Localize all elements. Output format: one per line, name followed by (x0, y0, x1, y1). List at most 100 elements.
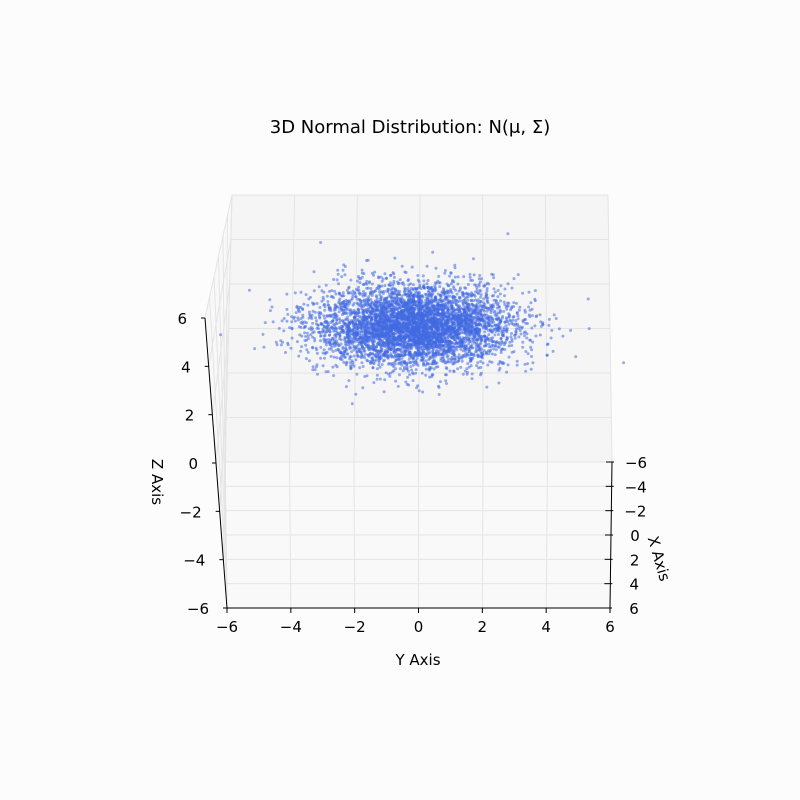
data-point (490, 324, 494, 328)
data-point (422, 344, 426, 348)
data-point (335, 314, 339, 318)
data-point (349, 355, 353, 359)
data-point (485, 316, 489, 319)
data-point (323, 320, 327, 324)
data-point (348, 357, 352, 361)
data-point (422, 347, 426, 351)
data-point (505, 330, 509, 334)
data-point (351, 322, 355, 325)
data-point (479, 300, 483, 303)
data-point (442, 334, 445, 337)
data-point (526, 352, 530, 356)
data-point (434, 286, 437, 290)
data-point (328, 306, 332, 310)
data-point (284, 351, 287, 354)
data-point (431, 299, 435, 303)
data-point (449, 310, 453, 314)
data-point (472, 273, 476, 277)
data-point (309, 333, 313, 337)
data-point (336, 272, 340, 276)
data-point (302, 302, 306, 306)
data-point (344, 340, 348, 344)
data-point (497, 362, 500, 366)
data-point (412, 352, 416, 356)
data-point (378, 377, 382, 381)
data-point (341, 291, 345, 295)
data-point (370, 315, 374, 319)
data-point (455, 314, 459, 318)
data-point (357, 285, 360, 289)
data-point (501, 314, 505, 318)
data-point (407, 369, 410, 373)
data-point (499, 319, 502, 323)
data-point (422, 316, 426, 320)
data-point (313, 368, 317, 372)
data-point (467, 309, 471, 313)
data-point (306, 334, 310, 338)
data-point (281, 340, 285, 344)
data-point (502, 300, 506, 304)
data-point (477, 353, 480, 357)
data-point (490, 294, 494, 298)
data-point (322, 297, 326, 301)
data-point (297, 309, 301, 312)
data-point (449, 360, 453, 364)
data-point (423, 301, 427, 305)
data-point (274, 340, 278, 344)
data-point (331, 319, 335, 323)
data-point (382, 353, 386, 357)
data-point (421, 350, 425, 354)
data-point (344, 347, 348, 351)
data-point (533, 289, 537, 293)
data-point (468, 356, 472, 360)
data-point (443, 342, 447, 346)
data-point (499, 348, 503, 352)
data-point (380, 307, 384, 311)
data-point (261, 332, 265, 336)
data-point (368, 352, 372, 356)
data-point (332, 329, 336, 333)
data-point (461, 341, 465, 345)
data-point (351, 303, 355, 307)
data-point (362, 272, 366, 276)
data-point (392, 275, 396, 279)
data-point (420, 337, 424, 341)
data-point (320, 289, 324, 293)
data-point (358, 336, 362, 340)
data-point (323, 356, 326, 360)
data-point (468, 340, 472, 344)
data-point (425, 306, 429, 310)
data-point (396, 342, 400, 345)
data-point (465, 372, 469, 376)
data-point (388, 361, 391, 365)
data-point (364, 282, 368, 285)
data-point (502, 328, 506, 332)
data-point (305, 331, 309, 335)
data-point (342, 360, 346, 364)
data-point (530, 307, 534, 311)
data-point (513, 333, 517, 337)
data-point (367, 315, 371, 319)
data-point (468, 304, 472, 308)
data-point (471, 356, 475, 360)
data-point (335, 330, 339, 334)
data-point (357, 303, 361, 307)
data-point (438, 298, 442, 301)
data-point (379, 297, 383, 301)
data-point (506, 363, 510, 367)
data-point (455, 307, 459, 311)
data-point (471, 346, 475, 350)
data-point (456, 367, 460, 371)
data-point (512, 301, 516, 305)
data-point (405, 302, 408, 306)
data-point (419, 359, 423, 362)
data-point (456, 360, 460, 364)
data-point (332, 312, 336, 316)
data-point (529, 301, 533, 305)
data-point (400, 294, 404, 298)
grid-line (607, 194, 613, 463)
data-point (329, 347, 333, 351)
data-point (463, 286, 467, 290)
data-point (365, 374, 369, 378)
data-point (437, 393, 441, 396)
